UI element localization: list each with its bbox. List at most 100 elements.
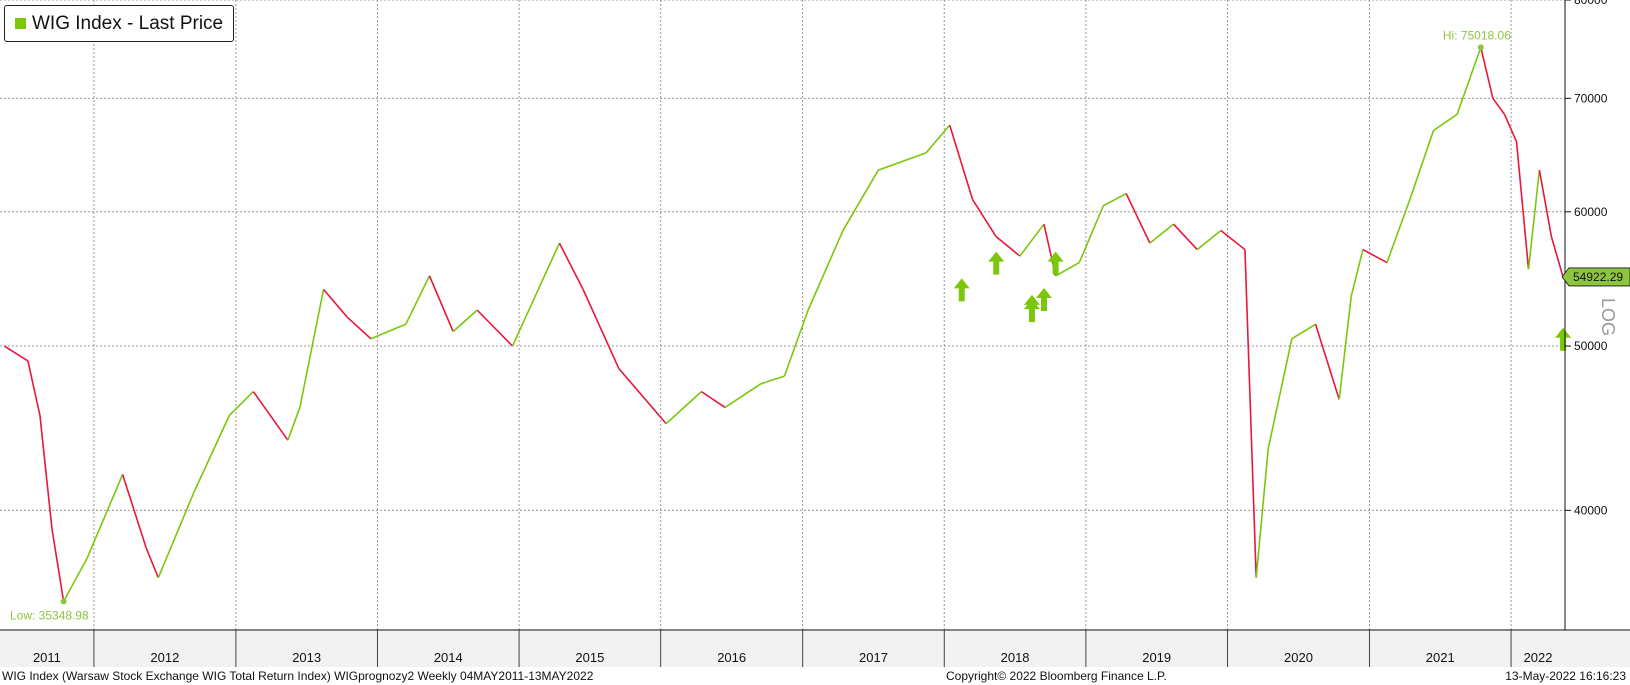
series-segment <box>1350 249 1364 297</box>
y-tick-label: 60000 <box>1574 205 1608 219</box>
legend-label: WIG Index - Last Price <box>32 12 224 34</box>
signal-arrow-icon <box>1023 294 1040 318</box>
series-segment <box>1550 236 1564 278</box>
x-tick-label: 2017 <box>859 650 888 665</box>
series-segment <box>476 309 514 347</box>
series-segment <box>1019 223 1045 257</box>
low-annotation-label: Low: 35348.98 <box>10 608 89 622</box>
x-tick-label: 2013 <box>292 650 321 665</box>
signal-arrow-icon <box>1035 287 1052 311</box>
series-segment <box>287 407 301 441</box>
x-tick-label: 2015 <box>575 650 604 665</box>
series-segment <box>618 367 667 425</box>
last-price-badge <box>1561 267 1630 287</box>
x-tick-label: 2016 <box>717 650 746 665</box>
signal-arrow-icon <box>1555 327 1572 351</box>
annotation-point <box>60 598 67 605</box>
high-annotation-label: Hi: 75018.06 <box>1443 28 1511 42</box>
series-segment <box>1527 169 1541 270</box>
series-segment <box>1456 47 1482 115</box>
series-segment <box>1078 205 1105 263</box>
series-segment <box>1220 229 1246 251</box>
x-tick-label: 2011 <box>33 650 61 665</box>
series-segment <box>1480 47 1494 99</box>
x-tick-label: 2021 <box>1426 650 1455 665</box>
signal-arrow-icon <box>1047 251 1064 275</box>
series-segment <box>27 360 41 416</box>
x-tick-label: 2014 <box>434 650 463 665</box>
series-segment <box>558 242 584 290</box>
series-segment <box>252 391 289 441</box>
x-tick-label: 2022 <box>1524 650 1553 665</box>
series-segment <box>1255 448 1270 578</box>
series-segment <box>86 474 124 559</box>
last-price-label: 54922.29 <box>1573 270 1623 284</box>
series-segment <box>1314 324 1340 400</box>
series-segment <box>1492 97 1506 115</box>
series-segment <box>783 309 809 377</box>
y-tick-label: 70000 <box>1574 91 1608 105</box>
series-segment <box>700 390 726 409</box>
y-tick-label: 80000 <box>1574 0 1608 7</box>
signal-arrow-icon <box>953 278 970 302</box>
x-tick-label: 2020 <box>1284 650 1313 665</box>
series-segment <box>3 345 29 362</box>
series-segment <box>1055 261 1080 277</box>
x-tick-label: 2019 <box>1142 650 1171 665</box>
series-segment <box>1125 193 1151 244</box>
series-segment <box>807 230 844 311</box>
y-tick-label: 40000 <box>1574 503 1608 517</box>
series-segment <box>1291 323 1316 340</box>
series-segment <box>1515 141 1530 270</box>
series-segment <box>51 528 65 602</box>
series-segment <box>157 491 195 579</box>
series-segment <box>346 316 372 340</box>
series-segment <box>1409 130 1435 200</box>
series-segment <box>452 309 478 333</box>
series-segment <box>62 557 88 602</box>
series-segment <box>121 474 148 549</box>
series-segment <box>1267 338 1293 449</box>
series-segment <box>511 242 561 347</box>
signal-arrow-icon <box>988 251 1005 275</box>
series-segment <box>1196 229 1222 251</box>
series-segment <box>405 275 431 325</box>
scale-label: LOG <box>1598 298 1618 336</box>
axes: 40000 50000 60000 70000 80000 2011 2012 2013 201… <box>0 0 1630 667</box>
footer-timestamp: 13-May-2022 16:16:23 <box>1505 669 1626 683</box>
series-segment <box>1102 192 1127 207</box>
x-axis-band <box>0 630 1630 667</box>
markers: Hi: 75018.06 Low: 35348.98 <box>10 28 1572 622</box>
series-segment <box>299 289 325 408</box>
x-tick-label: 2012 <box>150 650 179 665</box>
series-segment <box>1362 248 1388 264</box>
series-segment <box>760 375 785 385</box>
series-segment <box>582 289 620 369</box>
series-segment <box>1172 223 1198 251</box>
footer-copyright: Copyright© 2022 Bloomberg Finance L.P. <box>946 669 1167 683</box>
series-segment <box>665 391 702 425</box>
price-series <box>3 47 1564 602</box>
series-segment <box>1503 113 1518 142</box>
series-segment <box>1244 249 1257 578</box>
series-segment <box>370 323 407 340</box>
series-segment <box>39 415 53 530</box>
legend: WIG Index - Last Price <box>4 5 235 42</box>
series-segment <box>925 124 951 154</box>
grid <box>0 0 1565 630</box>
series-segment <box>995 236 1021 257</box>
series-segment <box>193 415 231 493</box>
legend-swatch <box>15 18 26 29</box>
series-segment <box>1433 113 1458 132</box>
series-segment <box>1386 199 1411 263</box>
series-segment <box>948 124 974 200</box>
annotation-point <box>1477 44 1484 51</box>
series-segment <box>322 288 348 318</box>
series-segment <box>971 199 997 238</box>
series-segment <box>1538 169 1553 237</box>
series-segment <box>878 152 927 171</box>
series-segment <box>145 547 160 579</box>
series-segment <box>724 383 762 409</box>
